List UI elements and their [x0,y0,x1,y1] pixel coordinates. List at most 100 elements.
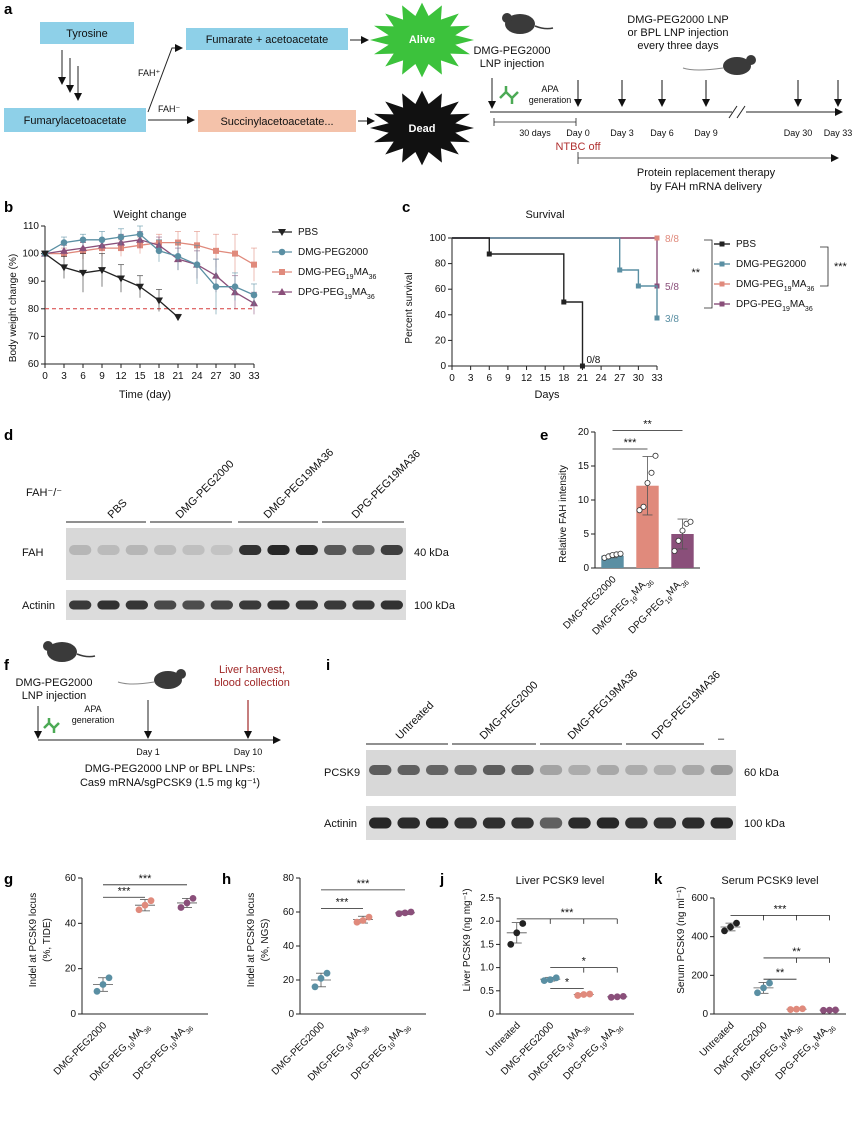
y-tick-label: 0 [440,361,446,372]
a-apa-line1: APA [541,84,558,94]
d-size-40: 40 kDa [414,547,450,559]
blot-band [380,545,403,555]
chart-b: 60 70 80 90 100 110 0 3 6 9 12 15 18 21 24 27 30 33 PBS DMG… [22,221,376,382]
chart-h-ylabel-2: (%, NGS) [260,919,271,962]
y-tick-label: 2.5 [480,893,494,904]
data-point [733,919,740,927]
legend-marker [719,281,725,287]
data-point [675,537,682,544]
i-row-pcsk9: PCSK9 [324,767,360,779]
sig-label: ** [691,267,700,279]
a-thirty-days: 30 days [519,128,551,138]
blot-band [710,765,733,775]
x-tick-label: 33 [248,371,260,382]
data-point [552,974,560,982]
data-point [580,991,588,998]
alive-burst-icon [370,2,474,78]
f-injection-line2: LNP injection [22,690,87,702]
data-point [799,1005,806,1013]
data-point [317,974,325,982]
data-point [652,452,659,459]
y-tick-label: 2.0 [480,916,494,927]
data-point [617,550,624,557]
x-tick-label: 21 [172,371,184,382]
data-point [193,261,201,268]
blot-band [653,765,677,775]
data-point [754,989,761,997]
f-injection-line1: DMG-PEG2000 [15,677,92,689]
legend-label: DMG-PEG19MA36 [736,279,814,293]
data-point [636,507,643,514]
sig-label: *** [624,437,638,449]
blot-band [125,545,148,555]
survival-marker [654,235,660,241]
data-point [826,1006,833,1014]
mouse-icon [43,641,96,662]
y-tick-label: 40 [283,941,295,952]
annotation-8-8: 8/8 [665,234,679,245]
data-point [41,250,49,258]
chart-j: 00.51.01.52.02.5UntreatedDMG-PEG2000DMG-… [480,893,634,1084]
data-point [251,261,257,268]
blot-band [369,817,392,829]
survival-line-1 [452,237,658,318]
data-point [250,291,258,299]
fumarylacetoacetate-label: Fumarylacetoacetate [24,115,127,127]
i-group-dmg-peg2000: DMG-PEG2000 [478,679,541,742]
survival-marker [654,315,660,321]
y-tick-label: 20 [283,975,295,986]
y-tick-label: 20 [65,964,77,975]
data-point [540,977,548,984]
f-harvest-line1: Liver harvest, [219,664,285,676]
data-point [79,236,87,244]
blot-band [397,817,420,829]
data-point [99,981,107,988]
data-point [353,918,361,926]
data-point [60,239,68,246]
survival-marker [635,283,641,289]
y-tick-label: 80 [283,873,295,884]
chart-k-title: Serum PCSK9 level [721,875,818,887]
data-point [79,269,87,277]
sig-bracket [820,246,829,287]
blot-band [625,765,648,775]
x-tick-label: 24 [191,371,203,382]
x-tick-label: 0 [449,373,455,384]
blot-band [125,600,148,610]
legend-marker [279,269,285,275]
sig-label: *** [834,261,848,273]
blot-band [239,600,262,610]
y-tick-label: 15 [578,461,590,472]
sig-label: *** [118,885,132,897]
chart-b-title: Weight change [113,209,186,221]
data-point [648,469,655,476]
timeline-day-label: Day 3 [610,128,634,138]
blot-band [482,817,506,829]
x-tick-label: 24 [596,373,608,384]
fumarate-box [186,28,348,50]
series-line-1 [44,233,255,296]
chart-g-ylabel-2: (%, TIDE) [42,918,53,962]
blot-band [97,600,120,610]
data-point [60,246,68,254]
blot-band [682,817,705,829]
data-point [586,990,594,998]
data-point [787,1006,794,1013]
x-tick-label: 27 [614,373,626,384]
succinyl-label: Succinylacetoacetate... [220,116,333,128]
a-repeat-line1: DMG-PEG2000 LNP [627,14,728,26]
panel-label-j: j [439,871,444,888]
timeline-day-label: Day 30 [784,128,813,138]
y-tick-label: 60 [435,284,447,295]
blot-band [397,765,420,775]
panel-b: b Weight change 60 70 80 90 100 110 0 3 6 9 12 15 18… [4,199,376,401]
data-point [213,247,219,254]
i-group-untreated: Untreated [394,699,437,742]
y-tick-label: 40 [435,310,447,321]
sig-label: *** [774,903,788,915]
blot-band [539,817,563,829]
panel-label-a: a [4,1,13,18]
mouse-icon [682,55,756,75]
data-point [832,1006,839,1014]
legend-label: DMG-PEG2000 [736,259,806,270]
